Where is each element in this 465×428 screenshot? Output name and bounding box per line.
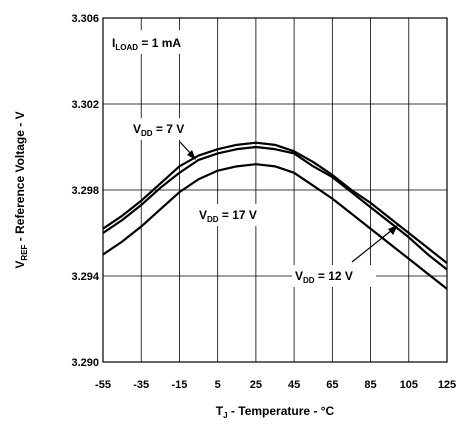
annotation-vdd17-rest: = 17 V xyxy=(219,208,257,222)
x-tick-label: -35 xyxy=(133,379,149,391)
annotation-vdd12-sub: DD xyxy=(303,276,315,285)
y-tick-labels: 3.290 3.294 3.298 3.302 3.306 xyxy=(71,13,99,369)
x-tick-label: 5 xyxy=(215,379,221,391)
x-axis-title-sub: J xyxy=(223,411,227,420)
annotation-vdd12-arrowhead xyxy=(388,225,398,235)
x-tick-label: -15 xyxy=(171,379,187,391)
svg-text:ILOAD = 1 mA: ILOAD = 1 mA xyxy=(112,36,181,52)
x-axis-title-main: T xyxy=(216,404,224,418)
y-tick-label: 3.298 xyxy=(71,185,99,197)
series-line-2 xyxy=(102,145,448,271)
x-tick-label: 25 xyxy=(250,379,262,391)
annotation-load: ILOAD = 1 mA xyxy=(110,30,198,54)
annotation-load-rest: = 1 mA xyxy=(138,36,181,50)
annotation-load-main: I xyxy=(112,36,115,50)
x-tick-label: 65 xyxy=(326,379,338,391)
y-tick-label: 3.302 xyxy=(71,99,99,111)
annotation-vdd12-leader xyxy=(351,229,393,263)
annotation-vdd7-arrowhead xyxy=(187,150,196,160)
svg-text:VDD = 17 V: VDD = 17 V xyxy=(199,208,257,224)
series-line-1 xyxy=(102,141,448,264)
annotation-vdd17-main: V xyxy=(199,208,207,222)
annotation-vdd12-rest: = 12 V xyxy=(315,269,353,283)
x-tick-label: -55 xyxy=(95,379,111,391)
annotation-vdd12-main: V xyxy=(295,269,303,283)
x-axis-title: TJ - Temperature - °C xyxy=(216,404,335,420)
y-tick-label: 3.294 xyxy=(71,271,99,283)
x-tick-labels: -55 -35 -15 5 25 45 65 85 105 125 xyxy=(95,379,456,391)
x-tick-label: 125 xyxy=(438,379,456,391)
annotation-vdd7-main: V xyxy=(133,122,141,136)
y-axis-title-sub: REF xyxy=(20,244,29,260)
y-axis-title-rest: - Reference Voltage - V xyxy=(13,111,27,244)
x-tick-label: 85 xyxy=(364,379,376,391)
svg-text:VDD = 7 V: VDD = 7 V xyxy=(133,122,184,138)
grid-lines xyxy=(102,17,448,363)
x-tick-label: 105 xyxy=(400,379,418,391)
y-tick-label: 3.306 xyxy=(71,13,99,25)
x-tick-label: 45 xyxy=(288,379,300,391)
y-axis-title-main: V xyxy=(13,261,27,269)
annotation-vdd7: VDD = 7 V xyxy=(130,118,210,160)
series-line-3 xyxy=(102,163,448,290)
x-axis-title-rest: - Temperature - °C xyxy=(228,404,335,418)
annotation-load-sub: LOAD xyxy=(115,43,138,52)
series-lines xyxy=(102,141,448,290)
annotation-vdd17: VDD = 17 V xyxy=(196,204,280,226)
svg-text:VDD = 12 V: VDD = 12 V xyxy=(295,269,353,285)
y-tick-label: 3.290 xyxy=(71,357,99,369)
annotation-vdd12: VDD = 12 V xyxy=(292,225,398,287)
annotation-vdd17-sub: DD xyxy=(207,215,219,224)
annotation-vdd7-sub: DD xyxy=(141,129,153,138)
annotation-vdd7-rest: = 7 V xyxy=(153,122,185,136)
y-axis-title: VREF - Reference Voltage - V xyxy=(13,111,29,268)
